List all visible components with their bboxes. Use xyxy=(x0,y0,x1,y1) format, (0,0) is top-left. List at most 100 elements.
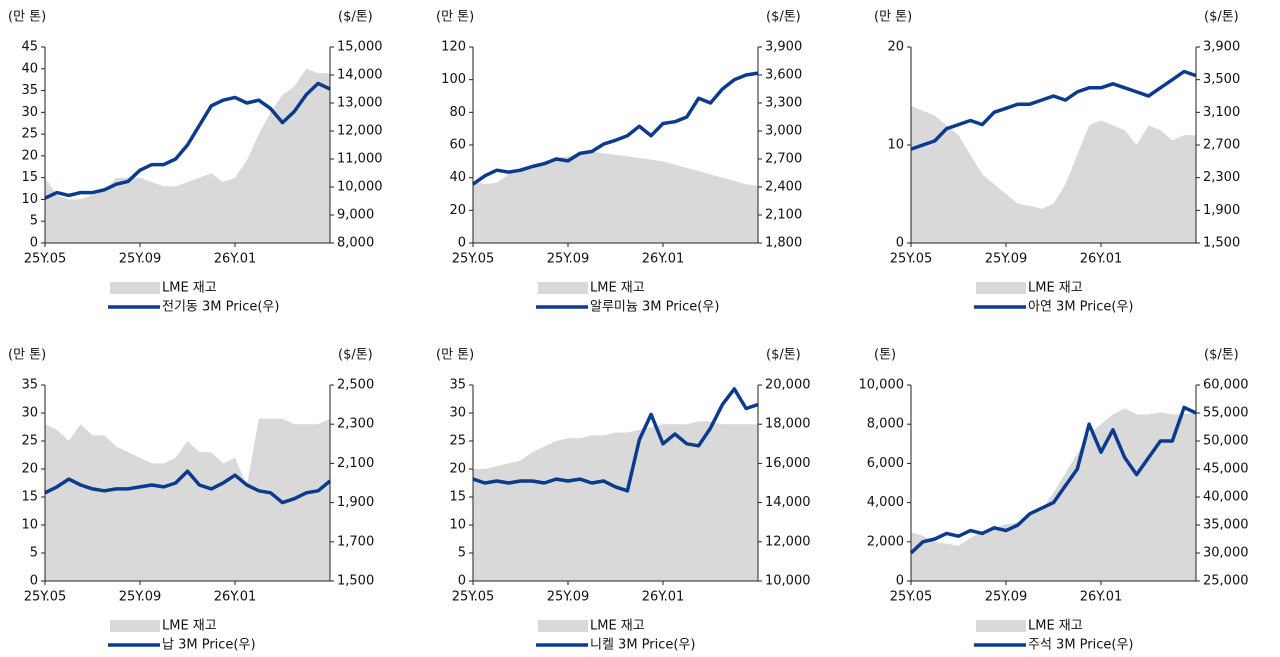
y-axis-title: (만 톤) xyxy=(436,10,474,25)
legend-label: 아연 3M Price(우) xyxy=(1028,300,1134,315)
x-tick-label: 25Y.05 xyxy=(24,590,67,605)
y-tick-label: 0 xyxy=(30,574,38,589)
y2-tick-label: 1,500 xyxy=(337,574,374,589)
y2-axis-title: ($/톤) xyxy=(1204,10,1239,25)
y2-tick-label: 12,000 xyxy=(765,534,811,549)
legend-swatch xyxy=(110,282,160,294)
y2-tick-label: 2,100 xyxy=(337,456,374,471)
y-tick-label: 5 xyxy=(30,546,38,561)
y-tick-label: 25 xyxy=(21,434,38,449)
y-tick-label: 120 xyxy=(441,40,466,55)
y2-tick-label: 3,000 xyxy=(765,124,802,139)
y2-tick-label: 50,000 xyxy=(1203,434,1249,449)
y2-tick-label: 1,900 xyxy=(337,495,374,510)
legend-label: 니켈 3M Price(우) xyxy=(590,638,696,653)
y2-tick-label: 60,000 xyxy=(1203,378,1249,393)
y2-tick-label: 3,300 xyxy=(765,96,802,111)
legend-label: 주석 3M Price(우) xyxy=(1028,638,1134,653)
y-tick-label: 20 xyxy=(449,203,466,218)
y2-tick-label: 9,000 xyxy=(337,208,374,223)
x-tick-label: 25Y.09 xyxy=(547,252,590,267)
legend-label: LME 재고 xyxy=(590,619,645,634)
y2-axis-title: ($/톤) xyxy=(1204,348,1239,363)
y2-tick-label: 1,800 xyxy=(765,236,802,251)
y2-tick-label: 15,000 xyxy=(337,40,383,55)
y2-tick-label: 10,000 xyxy=(337,180,383,195)
y-tick-label: 15 xyxy=(449,490,466,505)
y2-tick-label: 2,300 xyxy=(337,417,374,432)
y-tick-label: 6,000 xyxy=(867,456,904,471)
y-tick-label: 60 xyxy=(449,138,466,153)
inventory-area xyxy=(911,408,1196,581)
y2-tick-label: 14,000 xyxy=(765,495,811,510)
x-tick-label: 25Y.05 xyxy=(890,252,933,267)
y2-tick-label: 2,700 xyxy=(765,152,802,167)
y2-tick-label: 2,500 xyxy=(337,378,374,393)
y-tick-label: 40 xyxy=(449,170,466,185)
y-tick-label: 10,000 xyxy=(859,378,905,393)
y2-tick-label: 3,900 xyxy=(765,40,802,55)
y-tick-label: 0 xyxy=(896,236,904,251)
y2-tick-label: 40,000 xyxy=(1203,490,1249,505)
x-tick-label: 25Y.05 xyxy=(24,252,67,267)
y-axis-title: (톤) xyxy=(874,348,896,363)
y2-tick-label: 45,000 xyxy=(1203,462,1249,477)
y-axis-title: (만 톤) xyxy=(874,10,912,25)
inventory-area xyxy=(45,418,330,581)
y-tick-label: 40 xyxy=(21,61,38,76)
legend-swatch xyxy=(538,620,588,632)
y2-tick-label: 13,000 xyxy=(337,96,383,111)
y2-tick-label: 12,000 xyxy=(337,124,383,139)
inventory-area xyxy=(45,68,330,243)
y-tick-label: 20 xyxy=(887,40,904,55)
x-tick-label: 25Y.09 xyxy=(985,252,1028,267)
y-tick-label: 100 xyxy=(441,72,466,87)
y-tick-label: 30 xyxy=(21,105,38,120)
legend-label: LME 재고 xyxy=(162,619,217,634)
x-tick-label: 25Y.09 xyxy=(985,590,1028,605)
y-tick-label: 35 xyxy=(21,83,38,98)
y2-axis-title: ($/톤) xyxy=(338,348,373,363)
y-tick-label: 0 xyxy=(458,574,466,589)
legend-swatch xyxy=(976,620,1026,632)
y2-tick-label: 55,000 xyxy=(1203,406,1249,421)
y-tick-label: 0 xyxy=(30,236,38,251)
legend-label: 알루미늄 3M Price(우) xyxy=(590,300,719,315)
y2-tick-label: 30,000 xyxy=(1203,546,1249,561)
y2-tick-label: 25,000 xyxy=(1203,574,1249,589)
legend-label: LME 재고 xyxy=(590,281,645,296)
price-line xyxy=(44,81,331,200)
y-tick-label: 15 xyxy=(21,490,38,505)
y-tick-label: 80 xyxy=(449,105,466,120)
y-tick-label: 10 xyxy=(21,518,38,533)
y2-tick-label: 3,900 xyxy=(1203,40,1240,55)
y-tick-label: 8,000 xyxy=(867,417,904,432)
y2-tick-label: 14,000 xyxy=(337,68,383,83)
y2-tick-label: 2,300 xyxy=(1203,170,1240,185)
x-tick-label: 26Y.01 xyxy=(1080,590,1123,605)
y-tick-label: 25 xyxy=(449,434,466,449)
y-tick-label: 35 xyxy=(449,378,466,393)
y2-tick-label: 16,000 xyxy=(765,456,811,471)
y-tick-label: 2,000 xyxy=(867,534,904,549)
y-tick-label: 0 xyxy=(458,236,466,251)
inventory-area xyxy=(911,105,1196,243)
legend-label: 납 3M Price(우) xyxy=(162,638,256,653)
y-tick-label: 10 xyxy=(21,192,38,207)
y-tick-label: 10 xyxy=(887,138,904,153)
y2-tick-label: 1,700 xyxy=(337,534,374,549)
y-tick-label: 5 xyxy=(458,546,466,561)
legend-label: LME 재고 xyxy=(162,281,217,296)
legend-label: LME 재고 xyxy=(1028,619,1083,634)
x-tick-label: 25Y.09 xyxy=(547,590,590,605)
x-tick-label: 26Y.01 xyxy=(214,590,257,605)
price-line xyxy=(909,405,1197,555)
y2-tick-label: 8,000 xyxy=(337,236,374,251)
y-tick-label: 35 xyxy=(21,378,38,393)
y2-tick-label: 20,000 xyxy=(765,378,811,393)
y2-tick-label: 35,000 xyxy=(1203,518,1249,533)
y-tick-label: 45 xyxy=(21,40,38,55)
y-axis-title: (만 톤) xyxy=(8,348,46,363)
y-tick-label: 20 xyxy=(21,462,38,477)
y-tick-label: 0 xyxy=(896,574,904,589)
